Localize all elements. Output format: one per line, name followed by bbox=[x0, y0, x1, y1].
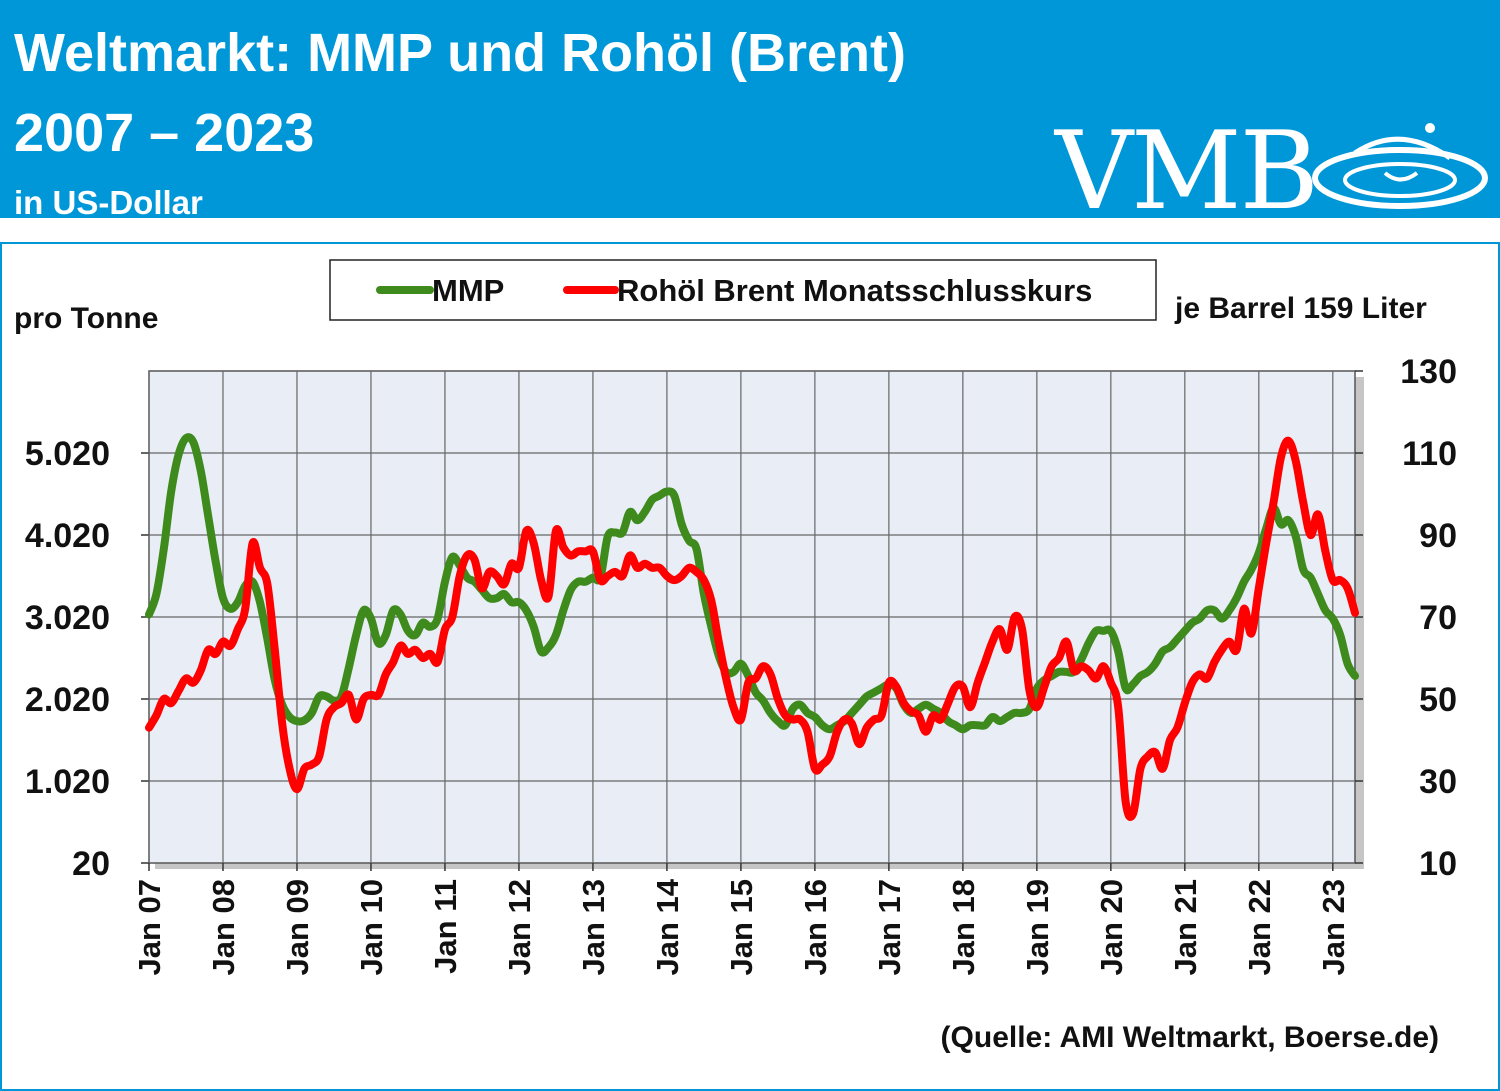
x-tick-label: Jan 23 bbox=[1316, 879, 1351, 976]
y-left-tick-label: 5.020 bbox=[25, 435, 110, 473]
x-tick-label: Jan 18 bbox=[946, 879, 981, 976]
grid bbox=[141, 370, 1363, 871]
legend-box bbox=[329, 259, 1157, 321]
x-tick-label: Jan 09 bbox=[280, 879, 315, 976]
chart-subtitle: in US-Dollar bbox=[14, 184, 203, 218]
series-line-mmp bbox=[145, 433, 1359, 734]
legend-label-brent: Rohöl Brent Monatsschlusskurs bbox=[617, 273, 1092, 308]
y-right-tick-label: 30 bbox=[1419, 763, 1457, 801]
x-tick-label: Jan 14 bbox=[650, 878, 685, 975]
source-note: (Quelle: AMI Weltmarkt, Boerse.de) bbox=[941, 1021, 1439, 1054]
chart-title: Weltmarkt: MMP und Rohöl (Brent) bbox=[14, 23, 906, 83]
x-tick-label: Jan 21 bbox=[1168, 879, 1203, 976]
chart-svg: pro Tonne je Barrel 159 Liter MMP Rohöl … bbox=[14, 259, 1457, 1054]
x-tick-label: Jan 17 bbox=[872, 879, 907, 976]
y-right-tick-label: 50 bbox=[1419, 681, 1457, 719]
x-tick-label: Jan 16 bbox=[798, 879, 833, 976]
x-tick-label: Jan 11 bbox=[428, 879, 463, 974]
x-tick-label: Jan 12 bbox=[502, 879, 537, 976]
x-tick-label: Jan 20 bbox=[1094, 879, 1129, 976]
legend: MMP Rohöl Brent Monatsschlusskurs bbox=[329, 259, 1157, 321]
y-right-axis-label: je Barrel 159 Liter bbox=[1174, 292, 1427, 325]
vmb-logo-text: VMB bbox=[1055, 109, 1319, 219]
tick-labels: 10 30 50 70 90 110 130 20 1.020 2.020 3.020 4.020 5.… bbox=[25, 353, 1457, 976]
vmb-logo: VMB bbox=[1055, 118, 1495, 218]
x-tick-label: Jan 10 bbox=[354, 879, 389, 976]
y-right-tick-label: 110 bbox=[1402, 435, 1457, 473]
y-left-tick-label: 4.020 bbox=[25, 517, 110, 555]
y-left-tick-label: 1.020 bbox=[25, 763, 110, 801]
series-group bbox=[145, 433, 1359, 822]
x-tick-label: Jan 08 bbox=[206, 879, 241, 976]
chart-title-years: 2007 – 2023 bbox=[14, 103, 315, 163]
y-left-tick-label: 3.020 bbox=[25, 599, 110, 637]
y-right-tick-label: 10 bbox=[1419, 845, 1457, 883]
x-tick-label: Jan 19 bbox=[1020, 879, 1055, 976]
series-line-brent bbox=[145, 436, 1359, 822]
vmb-logo-swoosh-icon bbox=[1312, 123, 1488, 209]
y-right-tick-label: 70 bbox=[1419, 599, 1457, 637]
header-banner: Weltmarkt: MMP und Rohöl (Brent) 2007 – … bbox=[0, 0, 1500, 218]
y-right-tick-label: 130 bbox=[1400, 353, 1457, 391]
y-left-tick-label: 20 bbox=[72, 845, 110, 883]
x-tick-label: Jan 22 bbox=[1242, 879, 1277, 976]
chart-panel: pro Tonne je Barrel 159 Liter MMP Rohöl … bbox=[0, 242, 1500, 1091]
x-tick-label: Jan 13 bbox=[576, 879, 611, 976]
y-left-axis-label: pro Tonne bbox=[14, 302, 158, 335]
legend-label-mmp: MMP bbox=[432, 273, 504, 308]
x-tick-label: Jan 15 bbox=[724, 879, 759, 976]
y-left-tick-label: 2.020 bbox=[25, 681, 110, 719]
x-tick-label: Jan 07 bbox=[132, 879, 167, 976]
y-right-tick-label: 90 bbox=[1419, 517, 1457, 555]
